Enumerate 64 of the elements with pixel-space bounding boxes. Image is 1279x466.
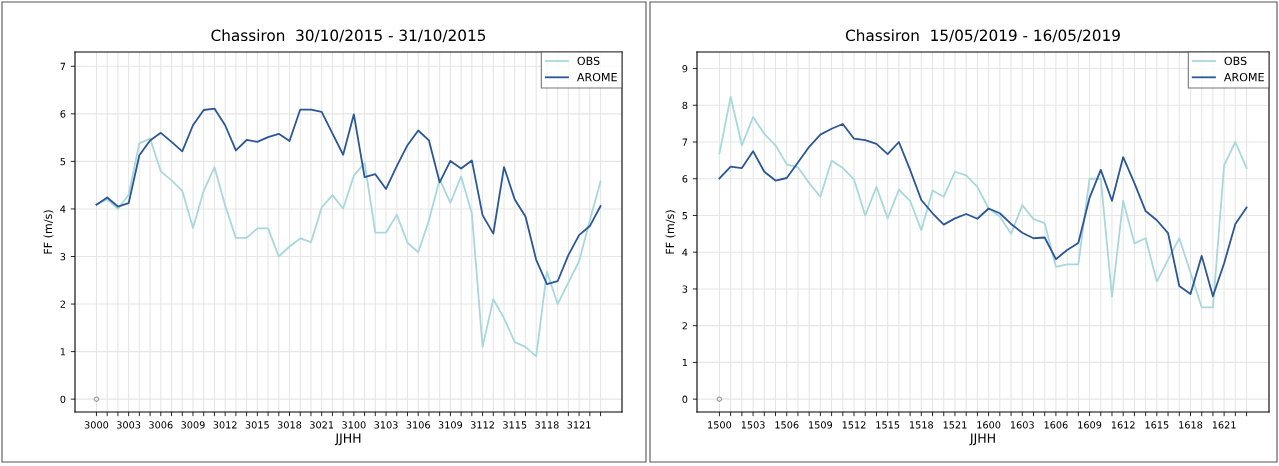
y-tick-label: 3 xyxy=(60,252,66,261)
y-tick-label: 2 xyxy=(682,322,687,330)
x-tick-label: 3121 xyxy=(567,421,591,429)
line-series xyxy=(95,107,602,285)
x-tick-label: 1621 xyxy=(1212,421,1236,429)
x-tick-label: 1509 xyxy=(809,421,833,429)
x-tick-label: 3106 xyxy=(406,421,430,429)
y-tick-label: 0 xyxy=(682,395,688,403)
x-tick-label: 3018 xyxy=(277,421,302,429)
x-tick-label: 3003 xyxy=(117,421,141,429)
legend-label: OBS xyxy=(1224,56,1247,66)
x-tick-label: 3006 xyxy=(149,421,173,429)
y-tick-label: 8 xyxy=(682,101,688,110)
y-tick-label: 7 xyxy=(60,62,66,70)
x-tick-label: 1515 xyxy=(876,421,900,429)
y-tick-label: 9 xyxy=(682,65,688,73)
line-series xyxy=(718,95,1248,309)
y-tick-label: 4 xyxy=(60,205,66,213)
legend-label: AROME xyxy=(576,72,617,82)
y-tick-label: 4 xyxy=(682,248,688,256)
y-tick-label: 0 xyxy=(60,395,66,403)
y-tick-label: 3 xyxy=(682,285,688,293)
x-tick-label: 3109 xyxy=(438,421,463,429)
x-tick-label: 1612 xyxy=(1111,421,1135,429)
y-tick-label: 7 xyxy=(682,138,688,146)
x-axis-title: JJHH xyxy=(334,433,361,446)
x-tick-label: 1618 xyxy=(1179,421,1203,429)
x-tick-label: 3012 xyxy=(213,421,237,429)
y-tick-label: 1 xyxy=(682,359,688,367)
x-tick-label: 3103 xyxy=(374,421,398,429)
line-series xyxy=(95,137,602,358)
x-axis-title: JJHH xyxy=(969,433,995,446)
y-tick-label: 6 xyxy=(60,110,66,118)
y-tick-label: 5 xyxy=(60,157,66,166)
x-tick-label: 3021 xyxy=(310,421,334,429)
x-tick-label: 1609 xyxy=(1078,421,1102,429)
x-tick-label: 1518 xyxy=(910,421,934,429)
line-series xyxy=(718,123,1248,298)
legend-label: OBS xyxy=(577,56,600,66)
x-tick-label: 1603 xyxy=(1010,421,1034,429)
x-tick-label: 3015 xyxy=(245,421,269,429)
x-tick-label: 1512 xyxy=(842,421,866,429)
x-tick-label: 1615 xyxy=(1145,421,1169,429)
y-axis-title: FF (m/s) xyxy=(665,210,676,254)
y-axis-title: FF (m/s) xyxy=(43,210,54,254)
x-tick-label: 1521 xyxy=(943,421,967,429)
y-tick-label: 6 xyxy=(682,175,688,183)
y-tick-label: 1 xyxy=(60,348,66,356)
x-tick-label: 1500 xyxy=(708,421,732,429)
x-tick-label: 3100 xyxy=(342,421,366,429)
x-tick-label: 1506 xyxy=(775,421,799,429)
x-tick-label: 1606 xyxy=(1044,421,1068,429)
x-tick-label: 3118 xyxy=(535,421,559,429)
x-tick-label: 3115 xyxy=(503,421,527,429)
y-tick-label: 5 xyxy=(682,212,688,220)
x-tick-label: 1600 xyxy=(977,421,1001,429)
y-tick-label: 2 xyxy=(60,300,65,308)
x-tick-label: 1503 xyxy=(741,421,765,429)
x-tick-label: 3009 xyxy=(181,421,205,429)
x-tick-label: 3112 xyxy=(470,421,494,429)
legend-label: AROME xyxy=(1223,72,1264,82)
x-tick-label: 3000 xyxy=(84,421,109,429)
chart-title: Chassiron 15/05/2019 - 16/05/2019 xyxy=(845,29,1120,43)
chart-title: Chassiron 30/10/2015 - 31/10/2015 xyxy=(211,29,486,43)
